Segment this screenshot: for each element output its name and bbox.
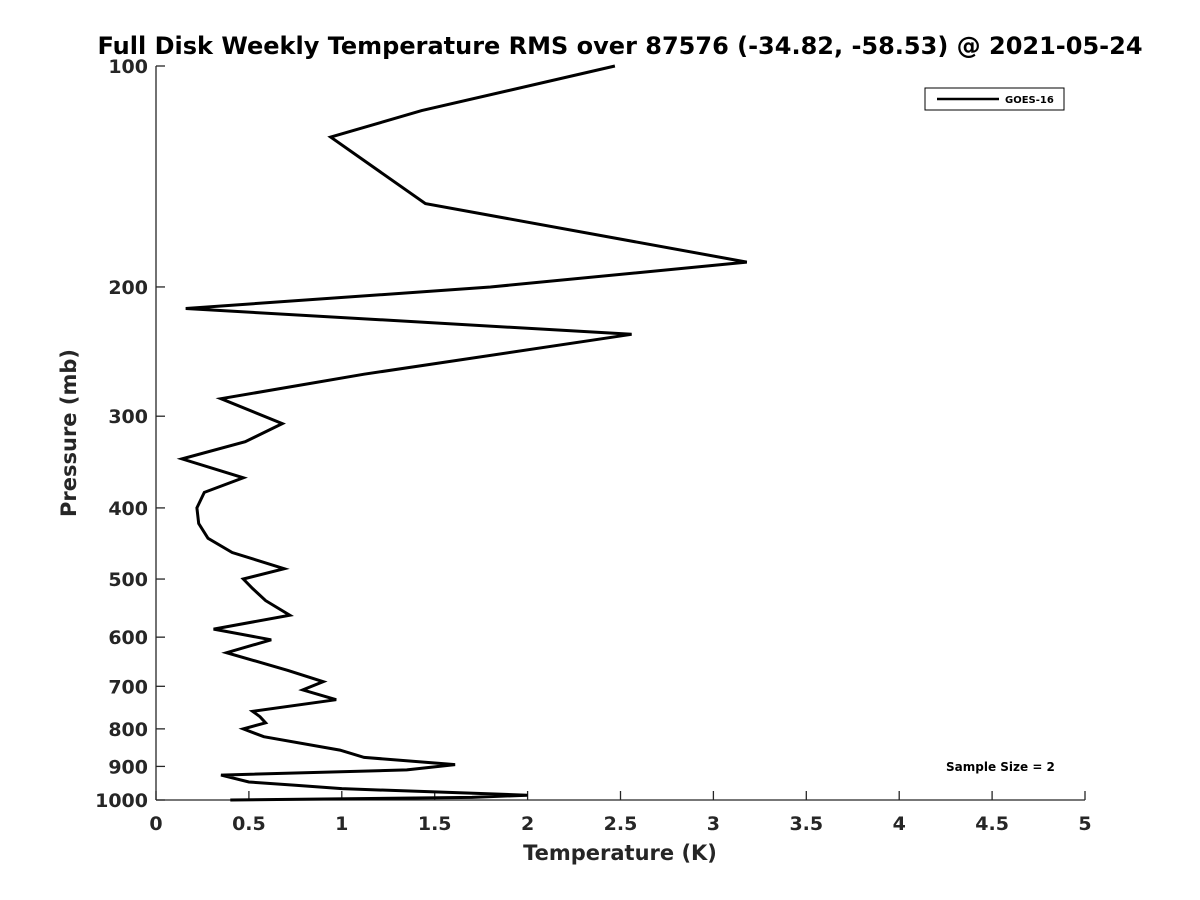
y-tick-label: 500 <box>108 569 148 591</box>
y-axis-label: Pressure (mb) <box>57 349 81 517</box>
x-tick-label: 5 <box>1078 813 1091 835</box>
chart-title: Full Disk Weekly Temperature RMS over 87… <box>97 32 1142 60</box>
y-axis-ticks: 100 200 300 400 500 600 700 800 900 1000 <box>95 56 165 812</box>
x-tick-label: 0 <box>149 813 162 835</box>
series-line-goes-16 <box>176 64 748 802</box>
x-axis-label: Temperature (K) <box>523 841 717 865</box>
series-layer <box>176 64 748 802</box>
y-tick-label: 900 <box>108 756 148 778</box>
y-tick-label: 100 <box>108 56 148 78</box>
x-tick-label: 3 <box>707 813 720 835</box>
y-tick-label: 700 <box>108 676 148 698</box>
x-tick-label: 2 <box>521 813 534 835</box>
sample-size-annotation: Sample Size = 2 <box>946 760 1055 774</box>
x-tick-label: 1 <box>335 813 348 835</box>
x-tick-label: 1.5 <box>418 813 452 835</box>
y-tick-label: 800 <box>108 719 148 741</box>
x-tick-label: 3.5 <box>789 813 823 835</box>
x-tick-label: 0.5 <box>232 813 266 835</box>
y-tick-label: 400 <box>108 498 148 520</box>
y-tick-label: 1000 <box>95 790 148 812</box>
legend-label-goes-16: GOES-16 <box>1005 95 1054 106</box>
x-tick-label: 4.5 <box>975 813 1009 835</box>
x-axis-ticks: 0 0.5 1 1.5 2 2.5 3 3.5 4 4.5 5 <box>149 791 1092 835</box>
y-tick-label: 200 <box>108 277 148 299</box>
y-tick-label: 300 <box>108 406 148 428</box>
x-tick-label: 4 <box>893 813 906 835</box>
x-tick-label: 2.5 <box>604 813 638 835</box>
y-tick-label: 600 <box>108 627 148 649</box>
legend: GOES-16 <box>924 87 1065 111</box>
